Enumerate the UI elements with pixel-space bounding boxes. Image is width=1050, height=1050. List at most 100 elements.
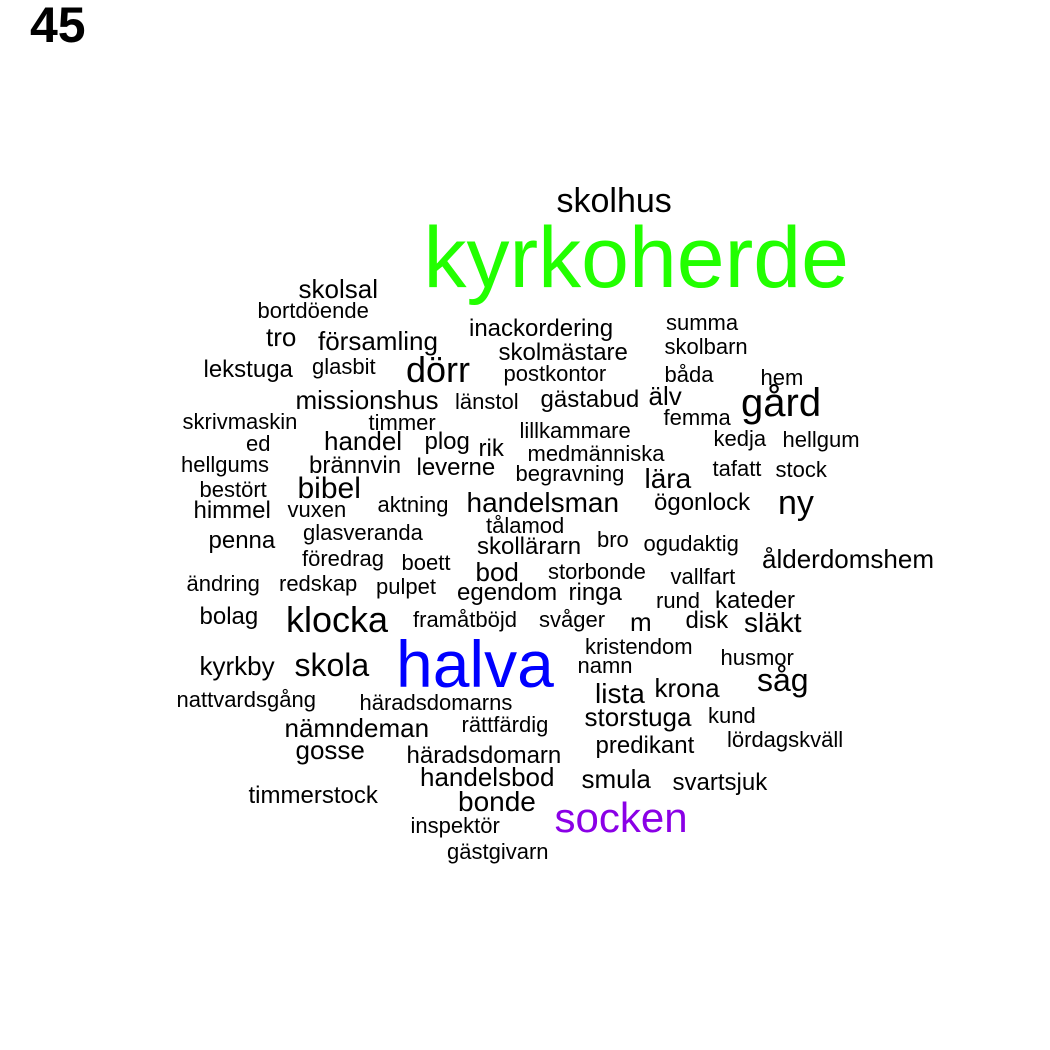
word-cloud-word: bonde — [458, 786, 536, 817]
word-cloud-word: aktning — [377, 492, 449, 517]
word-cloud-word: länstol — [455, 389, 519, 414]
word-cloud-word: dörr — [406, 349, 471, 390]
word-cloud-word: bod — [475, 557, 519, 587]
word-cloud-word: halva — [396, 627, 554, 701]
word-cloud-word: framåtböjd — [413, 607, 517, 632]
word-cloud-word: handelsman — [466, 487, 620, 518]
word-cloud-word: kristendom — [585, 634, 693, 659]
word-cloud-word: såg — [757, 662, 809, 698]
word-cloud-word: timmer — [368, 410, 436, 435]
word-cloud-word: lillkammare — [519, 418, 631, 443]
word-cloud-word: vuxen — [287, 497, 347, 522]
word-cloud-word: handel — [324, 426, 403, 456]
word-cloud-word: rik — [478, 435, 504, 462]
word-cloud-word: skolmästare — [498, 339, 628, 366]
word-cloud-word: femma — [663, 405, 731, 430]
word-cloud-word: namn — [577, 653, 633, 678]
word-cloud-word: storstuga — [584, 702, 692, 732]
word-cloud-word: ny — [778, 484, 814, 522]
word-cloud-word: gård — [741, 381, 822, 425]
word-cloud-word: boett — [401, 550, 451, 575]
word-cloud-word: missionshus — [295, 385, 439, 415]
word-cloud-word: gästabud — [540, 386, 640, 413]
word-cloud-word: timmerstock — [248, 782, 378, 809]
word-cloud-word: lära — [644, 463, 692, 494]
word-cloud-word: plog — [424, 428, 470, 455]
word-cloud-word: ringa — [568, 579, 622, 606]
word-cloud-word: glasveranda — [303, 520, 423, 545]
word-cloud-word: rund — [656, 588, 701, 613]
word-cloud-word: disk — [685, 607, 729, 634]
word-cloud-word: hellgum — [782, 427, 860, 452]
word-cloud-word: husmor — [720, 645, 794, 670]
word-cloud-word: pulpet — [376, 574, 436, 599]
word-cloud-word: kyrkby — [199, 651, 275, 681]
word-cloud-word: bortdöende — [257, 298, 369, 323]
word-cloud-word: storbonde — [548, 559, 646, 584]
word-cloud-word: hem — [760, 365, 804, 390]
word-cloud-word: ogudaktig — [643, 531, 739, 556]
word-cloud-word: svåger — [539, 607, 606, 632]
word-cloud-word: svartsjuk — [672, 769, 768, 796]
word-cloud-word: glasbit — [312, 354, 376, 379]
word-cloud-word: vallfart — [670, 564, 736, 589]
word-cloud-word: handelsbod — [420, 762, 555, 792]
word-cloud-word: himmel — [193, 497, 271, 524]
word-cloud-word: lördagskväll — [727, 727, 844, 752]
word-cloud-word: föredrag — [302, 546, 384, 571]
word-cloud-word: ed — [246, 431, 271, 456]
page-number: 45 — [30, 0, 86, 53]
word-cloud-word: ålderdomshem — [762, 544, 934, 574]
word-cloud-word: ändring — [186, 571, 260, 596]
word-cloud-word: hellgums — [181, 452, 270, 477]
word-cloud-word: församling — [318, 326, 438, 356]
word-cloud-word: kedja — [713, 426, 767, 451]
word-cloud-word: älv — [648, 381, 682, 411]
word-cloud-word: häradsdomarns — [359, 690, 513, 715]
word-cloud-word: inackordering — [469, 315, 614, 342]
word-cloud-word: summa — [666, 310, 739, 335]
word-cloud-word: båda — [664, 362, 714, 387]
word-cloud-word: stock — [775, 457, 827, 482]
word-cloud-word: lista — [595, 678, 645, 709]
word-cloud-word: ögonlock — [654, 489, 751, 516]
word-cloud-word: nämndeman — [284, 713, 430, 743]
word-cloud-word: bro — [597, 527, 629, 552]
word-cloud-word: gosse — [295, 735, 365, 765]
word-cloud-word: leverne — [416, 454, 496, 481]
word-cloud-word: skollärarn — [477, 533, 582, 560]
word-cloud-word: häradsdomarn — [406, 742, 562, 769]
word-cloud-word: kyrkoherde — [423, 210, 849, 306]
word-cloud-word: gästgivarn — [447, 839, 549, 864]
word-cloud-word: socken — [554, 794, 688, 841]
word-cloud-word: lekstuga — [203, 356, 293, 383]
word-cloud-word: bibel — [297, 472, 361, 505]
word-cloud-word: brännvin — [309, 452, 402, 479]
word-cloud-word: nattvardsgång — [176, 687, 316, 712]
word-cloud-word: tålamod — [486, 513, 565, 538]
word-cloud-word: klocka — [286, 599, 389, 640]
word-cloud-word: smula — [581, 764, 651, 794]
word-cloud-word: skola — [294, 647, 370, 683]
word-cloud-word: skolsal — [298, 274, 378, 304]
word-cloud-word: skolbarn — [664, 334, 748, 359]
word-cloud-word: tafatt — [712, 456, 762, 481]
word-cloud-word: medmänniska — [527, 441, 665, 466]
word-cloud-word: bolag — [199, 603, 259, 630]
word-cloud-word: begravning — [515, 461, 625, 486]
word-cloud-word: inspektör — [410, 813, 500, 838]
word-cloud-word: rättfärdig — [461, 712, 549, 737]
word-cloud-word: skolhus — [556, 182, 672, 220]
word-cloud-word: kateder — [715, 587, 796, 614]
word-cloud-word: tro — [266, 322, 297, 352]
word-cloud-word: predikant — [595, 732, 695, 759]
word-cloud-word: skrivmaskin — [182, 409, 298, 434]
word-cloud-word: bestört — [199, 477, 267, 502]
word-cloud-word: kund — [708, 703, 756, 728]
word-cloud-word: släkt — [744, 607, 802, 638]
word-cloud-word: postkontor — [503, 361, 607, 386]
word-cloud-word: egendom — [457, 579, 558, 606]
word-cloud-word: penna — [208, 527, 276, 554]
word-cloud-word: m — [630, 607, 652, 637]
